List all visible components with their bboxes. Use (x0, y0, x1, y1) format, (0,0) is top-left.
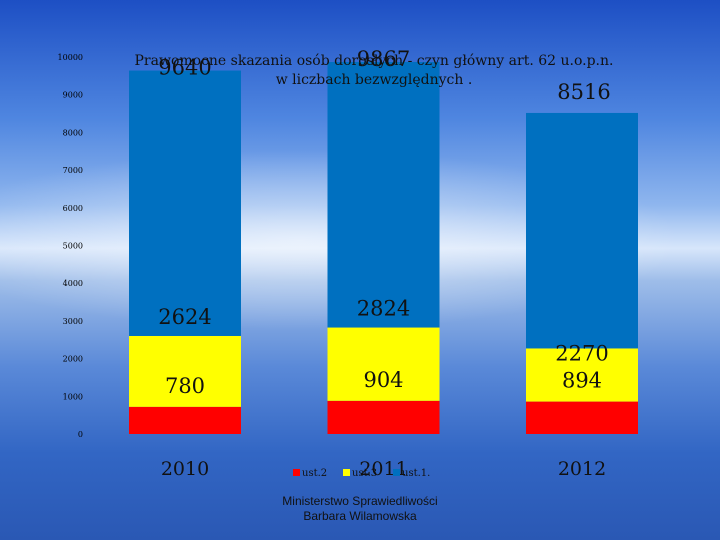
bar-segment-ust3-2010 (129, 335, 241, 407)
legend-swatch-ust2 (293, 469, 300, 476)
chart-title: Prawomocne skazania osób dorosłych - czy… (114, 52, 634, 90)
legend-label-ust3: ust.3 (352, 468, 377, 479)
data-label-total-2010: 9640 (158, 56, 211, 80)
bar-segment-ust3-2012 (526, 348, 638, 402)
data-label-ust2-2012: 894 (562, 369, 602, 393)
legend-swatch-ust3 (343, 469, 350, 476)
data-label-ust3-2011: 2824 (357, 297, 410, 321)
data-label-total-2012: 8516 (557, 80, 610, 104)
x-category-label-2010: 2010 (161, 458, 209, 480)
legend-swatch-ust1 (393, 469, 400, 476)
credit-ministry: Ministerstwo Sprawiedliwości (282, 494, 438, 508)
bar-segment-ust3-2011 (327, 327, 440, 401)
bar-segment-ust2-2012 (526, 401, 638, 434)
y-tick-label: 2000 (63, 355, 83, 364)
credit-author: Barbara Wilamowska (303, 509, 417, 523)
y-tick-label: 1000 (63, 392, 83, 401)
bar-segment-ust1-2010 (129, 70, 241, 336)
legend-label-ust1: ust.1. (402, 468, 430, 479)
data-label-ust3-2012: 2270 (555, 341, 608, 365)
bar-segment-ust2-2010 (129, 406, 241, 434)
chart-title-line-2: w liczbach bezwzględnych . (275, 72, 473, 88)
chart-title-line-1: Prawomocne skazania osób dorosłych - czy… (134, 53, 614, 69)
bar-segment-ust1-2012 (526, 112, 638, 349)
x-category-label-2012: 2012 (558, 458, 606, 480)
y-tick-label: 0 (78, 430, 83, 439)
y-tick-label: 3000 (63, 317, 83, 326)
data-label-ust2-2011: 904 (363, 368, 403, 392)
y-tick-label: 4000 (63, 279, 83, 288)
y-tick-label: 7000 (63, 166, 83, 175)
y-tick-label: 10000 (58, 53, 83, 62)
data-label-total-2011: 9867 (357, 47, 410, 71)
y-tick-label: 9000 (63, 91, 83, 100)
y-tick-label: 6000 (63, 204, 83, 213)
y-tick-label: 5000 (63, 242, 83, 251)
data-label-ust3-2010: 2624 (158, 305, 211, 329)
y-tick-label: 8000 (63, 128, 83, 137)
bar-segment-ust1-2011 (327, 62, 440, 328)
legend-label-ust2: ust.2 (302, 468, 327, 479)
data-label-ust2-2010: 780 (165, 374, 205, 398)
credit: Ministerstwo Sprawiedliwości Barbara Wil… (250, 494, 470, 524)
bar-segment-ust2-2011 (327, 400, 440, 434)
